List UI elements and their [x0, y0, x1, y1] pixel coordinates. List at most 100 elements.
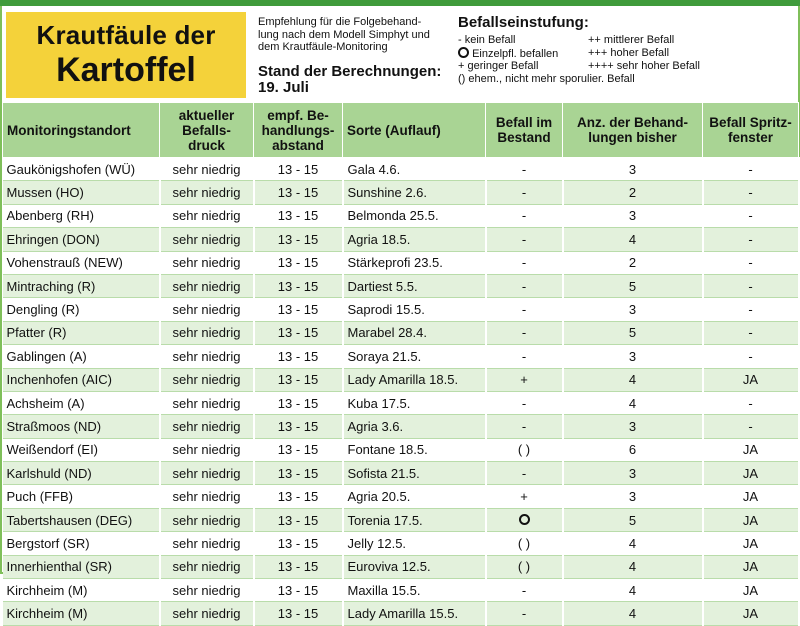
cell-anzahl: 5 [562, 321, 704, 346]
cell-sorte: Gala 4.6. [342, 157, 487, 182]
cell-abstand: 13 - 15 [253, 508, 344, 533]
table-body: Gaukönigshofen (WÜ) sehr niedrig 13 - 15 Ga… [2, 157, 800, 626]
cell-sorte: Dartiest 5.5. [342, 274, 487, 299]
cell-spritz: - [702, 204, 800, 229]
cell-abstand: 13 - 15 [253, 578, 344, 603]
table-row: Karlshuld (ND) sehr niedrig 13 - 15 Sofista… [2, 461, 800, 486]
cell-druck: sehr niedrig [159, 414, 255, 439]
cell-standort: Ehringen (DON) [2, 227, 161, 252]
cell-abstand: 13 - 15 [253, 274, 344, 299]
legend-text: hoher Befall [610, 46, 670, 59]
table-row: Ehringen (DON) sehr niedrig 13 - 15 Agria 1… [2, 227, 800, 252]
cell-befall: + [485, 368, 564, 392]
cell-anzahl: 5 [562, 274, 704, 299]
cell-anzahl: 4 [562, 578, 704, 603]
legend-item: Einzelpfl. befallen [458, 46, 588, 61]
cell-befall: - [485, 274, 564, 299]
cell-standort: Straßmoos (ND) [2, 414, 161, 439]
legend-item: +++ hoher Befall [588, 47, 788, 61]
header-col-standort: Monitoringstandort [2, 102, 160, 158]
cell-abstand: 13 - 15 [253, 391, 344, 416]
header-line: handlungs- [261, 122, 335, 138]
header: Krautfäule der Kartoffel Empfehlung für … [2, 6, 798, 102]
cell-abstand: 13 - 15 [253, 414, 344, 439]
cell-abstand: 13 - 15 [253, 251, 344, 275]
cell-druck: sehr niedrig [159, 484, 255, 509]
cell-anzahl: 3 [562, 297, 704, 322]
table-row: Vohenstrauß (NEW) sehr niedrig 13 - 15 Stär… [2, 251, 800, 275]
cell-spritz: - [702, 180, 800, 205]
table-row: Kirchheim (M) sehr niedrig 13 - 15 Maxilla … [2, 578, 800, 603]
cell-sorte: Kuba 17.5. [342, 391, 487, 416]
header-line: aktueller [178, 107, 235, 123]
cell-befall: - [485, 414, 564, 439]
legend-symbol: ++ [588, 34, 601, 46]
cell-befall: ( ) [485, 531, 564, 556]
table-row: Pfatter (R) sehr niedrig 13 - 15 Marabel 28… [2, 321, 800, 346]
cell-befall: ( ) [485, 438, 564, 463]
cell-befall: - [485, 204, 564, 229]
cell-druck: sehr niedrig [159, 508, 255, 533]
header-col-befallsdruck: aktueller Befalls-druck [159, 102, 254, 158]
header-line: Sorte (Auflauf) [347, 122, 441, 138]
header-col-anzahl: Anz. der Behand-lungen bisher [562, 102, 703, 158]
cell-sorte: Agria 3.6. [342, 414, 487, 439]
cell-befall: - [485, 461, 564, 486]
cell-anzahl: 3 [562, 414, 704, 439]
cell-abstand: 13 - 15 [253, 438, 344, 463]
cell-abstand: 13 - 15 [253, 461, 344, 486]
cell-abstand: 13 - 15 [253, 601, 344, 626]
legend-title: Befallseinstufung: [458, 14, 589, 31]
cell-standort: Achsheim (A) [2, 391, 161, 416]
cell-druck: sehr niedrig [159, 274, 255, 299]
cell-spritz: - [702, 274, 800, 299]
legend-symbol: () [458, 72, 466, 85]
table-row: Kirchheim (M) sehr niedrig 13 - 15 Lady Ama… [2, 601, 800, 626]
legend-text: sehr hoher Befall [616, 60, 700, 72]
cell-befall: - [485, 601, 564, 626]
cell-sorte: Sofista 21.5. [342, 461, 487, 486]
legend-grid: - kein Befall ++ mittlerer Befall Einzelp… [458, 34, 798, 85]
cell-abstand: 13 - 15 [253, 484, 344, 509]
recommendation-line: lung nach dem Modell Simphyt und [258, 28, 430, 41]
table-row: Gablingen (A) sehr niedrig 13 - 15 Soraya 2… [2, 344, 800, 369]
cell-druck: sehr niedrig [159, 227, 255, 252]
legend-item: ++ mittlerer Befall [588, 34, 788, 47]
cell-abstand: 13 - 15 [253, 204, 344, 229]
table-row: Weißendorf (EI) sehr niedrig 13 - 15 Fontan… [2, 438, 800, 463]
cell-sorte: Soraya 21.5. [342, 344, 487, 369]
cell-standort: Kirchheim (M) [2, 601, 161, 626]
header-line: Befalls- [182, 122, 231, 138]
header-line: druck [188, 137, 225, 153]
cell-sorte: Stärkeprofi 23.5. [342, 251, 487, 275]
cell-befall [485, 508, 564, 533]
table-row: Tabertshausen (DEG) sehr niedrig 13 - 15 To… [2, 508, 800, 533]
cell-spritz: JA [702, 601, 800, 626]
top-accent-bar [0, 0, 800, 6]
header-line: Befall im [495, 115, 553, 130]
cell-befall: - [485, 227, 564, 252]
cell-spritz: - [702, 297, 800, 322]
monitoring-table: Monitoringstandort aktueller Befalls-druck… [2, 102, 800, 626]
legend-item: - kein Befall [458, 34, 588, 47]
cell-abstand: 13 - 15 [253, 368, 344, 392]
title-box: Krautfäule der Kartoffel [6, 12, 246, 98]
cell-sorte: Belmonda 25.5. [342, 204, 487, 229]
header-line: Befall Spritz- [709, 115, 792, 130]
cell-sorte: Jelly 12.5. [342, 531, 487, 556]
legend-text: ehem., nicht mehr sporulier. Befall [468, 72, 635, 85]
cell-standort: Abenberg (RH) [2, 204, 161, 229]
cell-anzahl: 4 [562, 531, 704, 556]
cell-druck: sehr niedrig [159, 297, 255, 322]
table-row: Abenberg (RH) sehr niedrig 13 - 15 Belmonda… [2, 204, 800, 229]
cell-spritz: JA [702, 368, 800, 392]
header-col-befall: Befall im Bestand [485, 102, 563, 158]
cell-spritz: - [702, 321, 800, 346]
cell-abstand: 13 - 15 [253, 180, 344, 205]
cell-anzahl: 3 [562, 157, 704, 182]
legend-item: () ehem., nicht mehr sporulier. Befall [458, 73, 788, 86]
cell-druck: sehr niedrig [159, 368, 255, 392]
cell-standort: Dengling (R) [2, 297, 161, 322]
table-row: Innerhienthal (SR) sehr niedrig 13 - 15 Eur… [2, 555, 800, 580]
header-col-spritzfenster: Befall Spritz-fenster [702, 102, 799, 158]
